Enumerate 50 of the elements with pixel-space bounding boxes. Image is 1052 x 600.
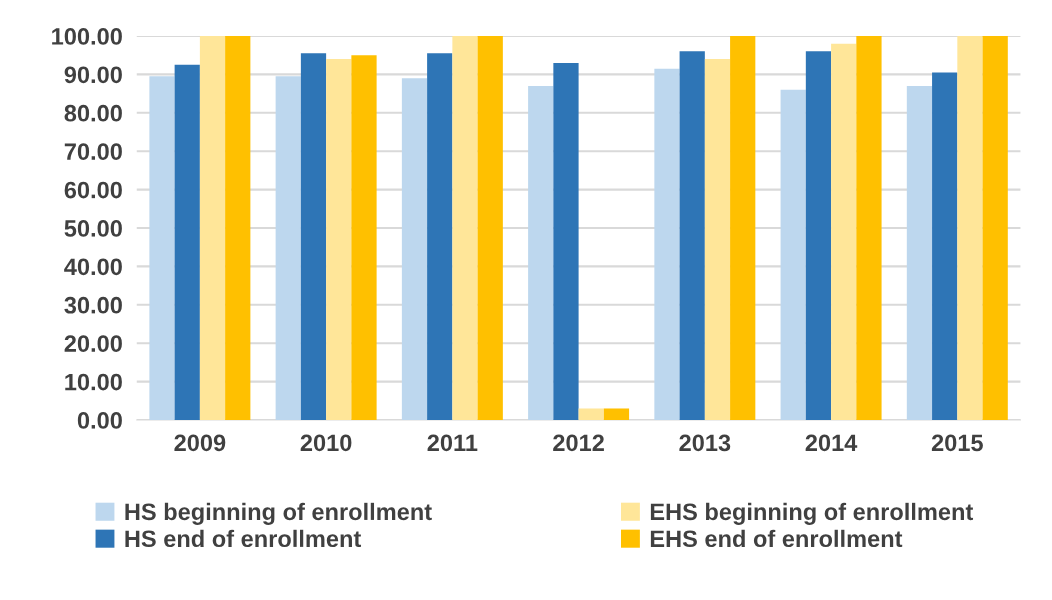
bar [831, 43, 857, 420]
legend-label: HS end of enrollment [125, 529, 362, 548]
bar [225, 36, 251, 420]
x-tick-label: 2011 [427, 434, 478, 452]
bar [174, 64, 200, 420]
y-tick-label: 40.00 [64, 258, 122, 276]
y-tick-label: 20.00 [64, 335, 122, 352]
bar [730, 36, 756, 420]
bar [856, 36, 882, 420]
bar [477, 36, 503, 420]
bar [275, 76, 301, 420]
x-tick-label: 2015 [931, 434, 983, 452]
bar [679, 51, 705, 420]
bar [351, 55, 377, 420]
y-tick-label: 10.00 [65, 373, 122, 391]
y-tick-label: 50.00 [64, 220, 122, 237]
bar [805, 51, 832, 420]
bar [326, 59, 352, 420]
bar [780, 89, 806, 420]
bar [300, 53, 327, 420]
y-tick-label: 70.00 [64, 143, 122, 160]
legend-label: EHS beginning of enrollment [650, 502, 974, 525]
x-tick-label: 2009 [174, 434, 226, 452]
bar [553, 62, 579, 420]
y-tick-label: 30.00 [64, 296, 122, 314]
y-tick-label: 100.00 [52, 28, 122, 45]
bar [401, 78, 428, 420]
bar [603, 408, 630, 420]
bar [578, 408, 604, 420]
x-tick-label: 2010 [300, 434, 352, 452]
bar [199, 36, 226, 420]
x-tick-label: 2013 [679, 434, 731, 452]
bar [932, 72, 958, 420]
y-tick-label: 80.00 [64, 104, 122, 122]
bar [149, 76, 175, 420]
bar [982, 36, 1008, 420]
bar [704, 59, 731, 420]
bar [654, 68, 680, 420]
legend-label: EHS end of enrollment [650, 529, 903, 548]
bar [452, 36, 478, 420]
bar [957, 36, 983, 420]
bar [528, 85, 554, 420]
bar [427, 53, 453, 420]
bar [906, 85, 933, 420]
x-tick-label: 2014 [805, 434, 858, 452]
legend-label: HS beginning of enrollment [125, 502, 432, 525]
x-tick-label: 2012 [553, 434, 604, 452]
y-tick-label: 0.00 [77, 412, 122, 429]
y-tick-label: 90.00 [64, 66, 122, 84]
y-tick-label: 60.00 [64, 181, 122, 199]
